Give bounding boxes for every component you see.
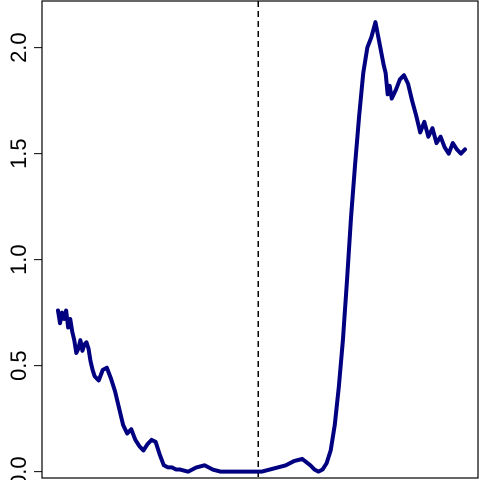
y-tick-label: 2.0	[6, 32, 31, 63]
series-line-0	[56, 20, 467, 474]
plot-layer	[56, 1, 467, 478]
y-tick-label: 0.0	[6, 456, 31, 480]
y-tick-label: 0.5	[6, 350, 31, 381]
plot-frame	[41, 0, 479, 479]
y-tick-label: 1.0	[6, 244, 31, 275]
y-axis: 0.0 0.5 1.0 1.5 2.0	[6, 32, 42, 480]
y-tick-label: 1.5	[6, 138, 31, 169]
